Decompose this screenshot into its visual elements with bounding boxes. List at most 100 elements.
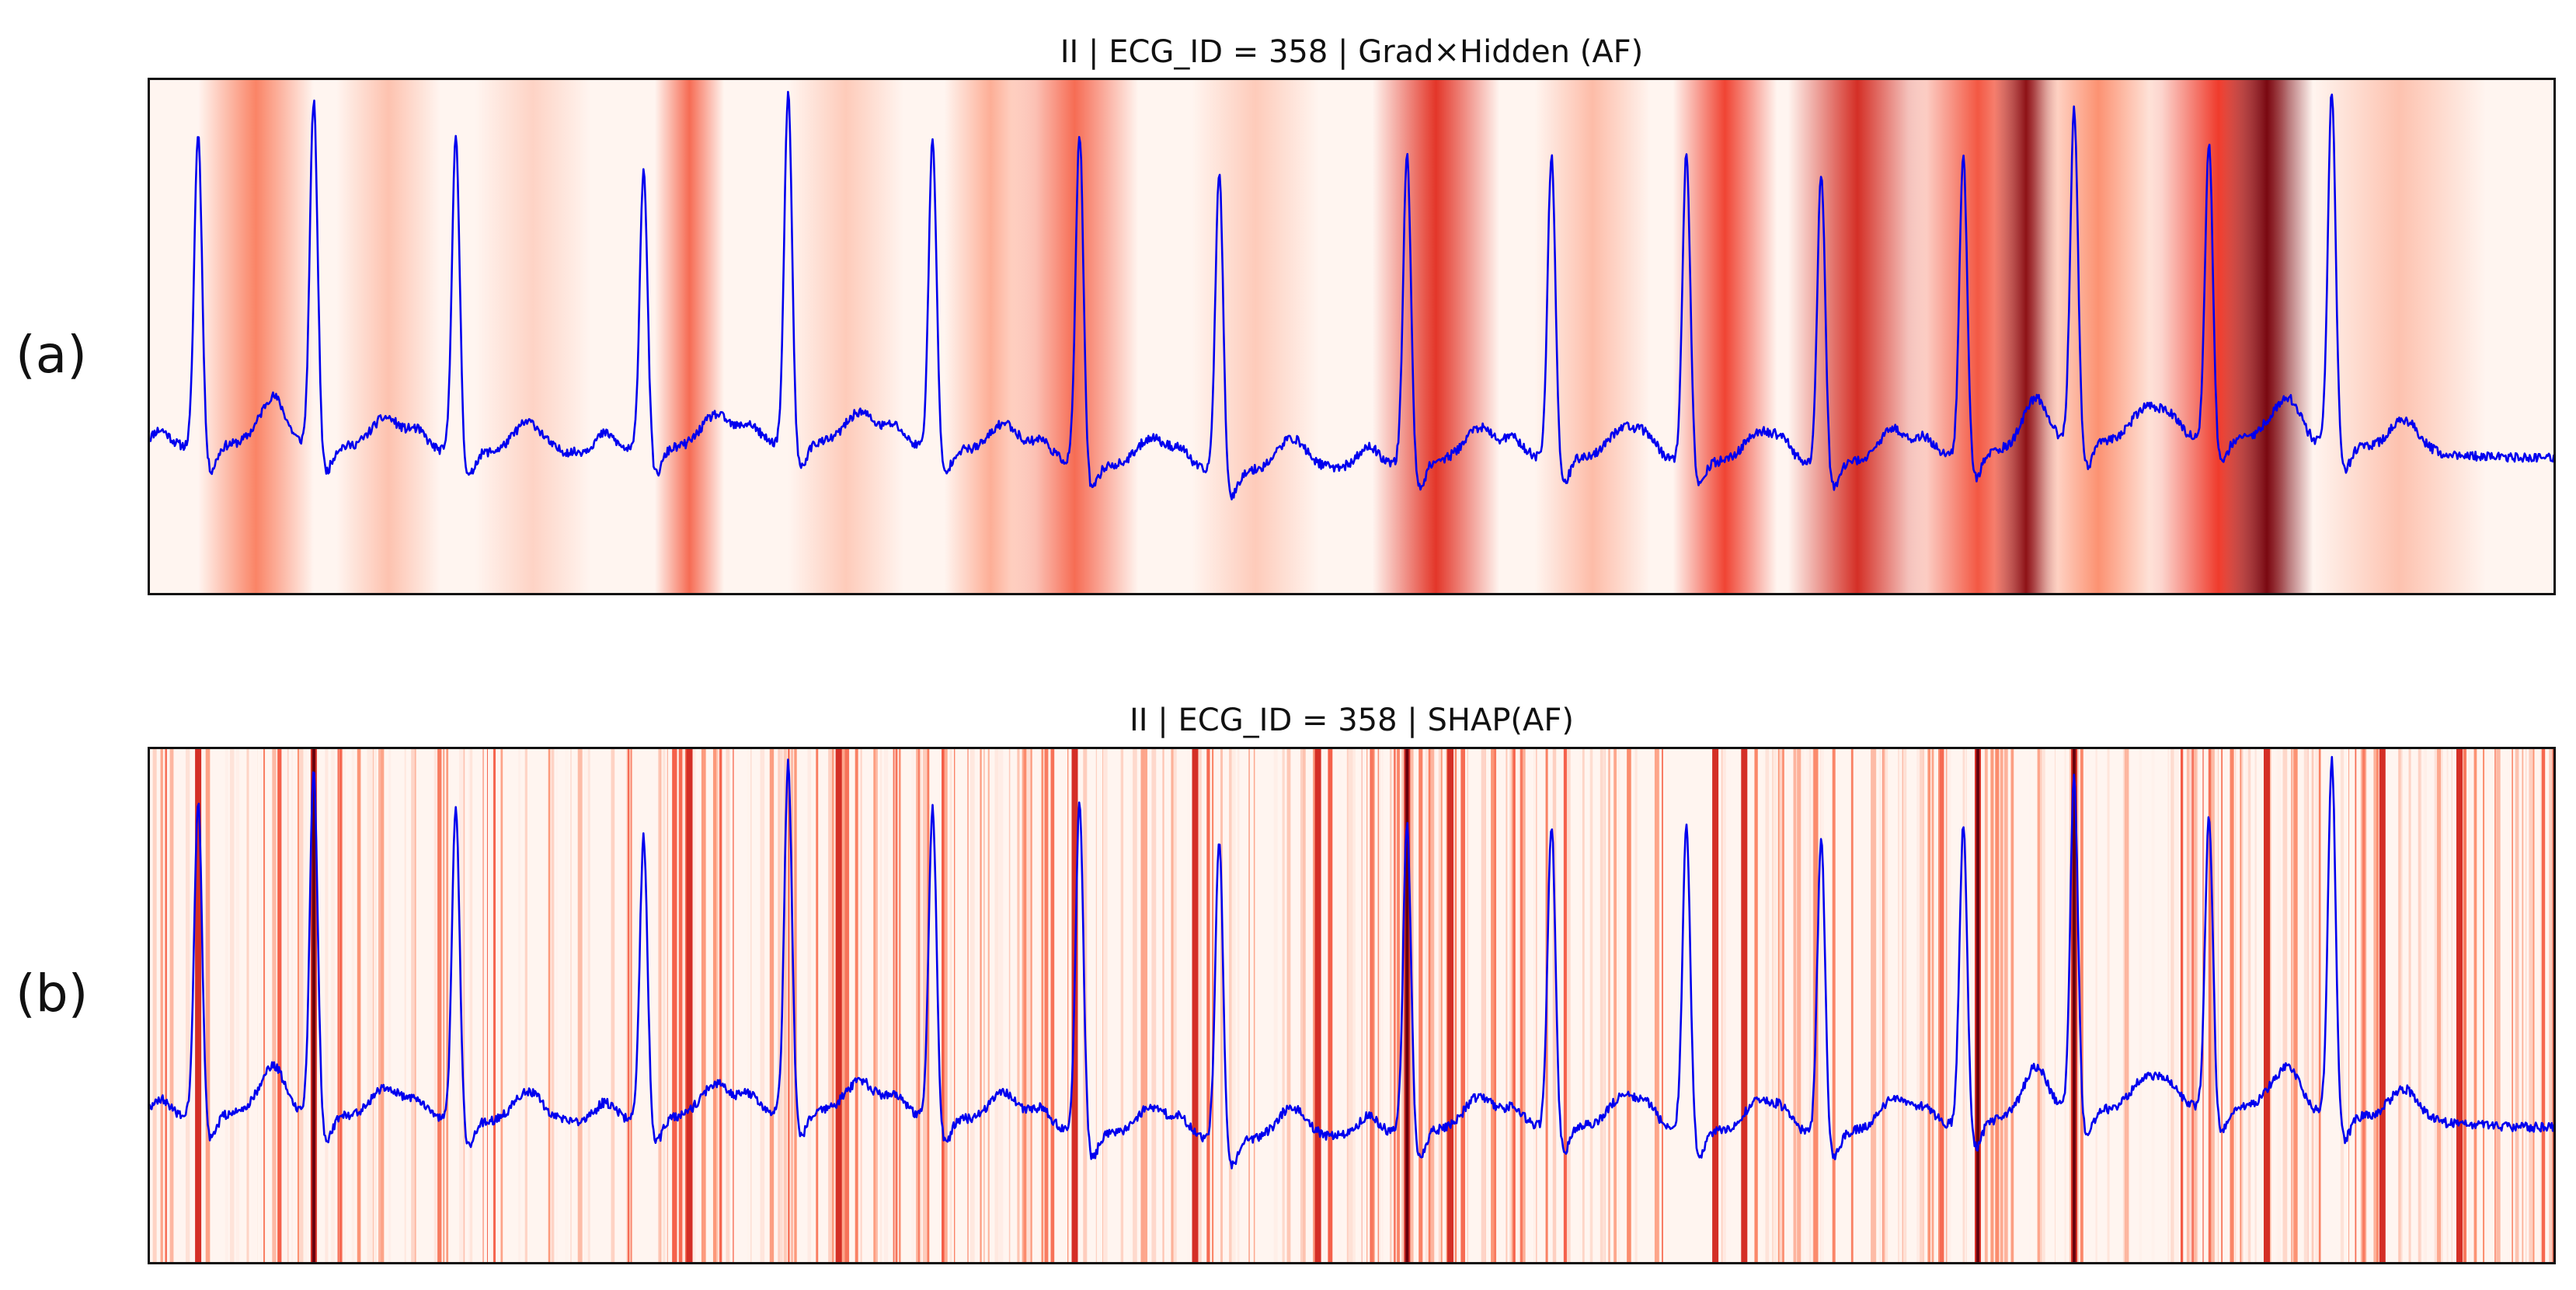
shap-line [1668,747,1670,1264]
shap-strong-line [2456,747,2463,1264]
shap-line [922,747,928,1264]
shap-line [1506,747,1507,1264]
shap-line [1350,747,1356,1264]
shap-line [844,747,849,1264]
shap-line [2210,747,2215,1264]
shap-line [565,747,569,1264]
shap-line [492,747,496,1264]
shap-line [2241,747,2243,1264]
shap-line [1603,747,1606,1264]
shap-line [2240,747,2244,1264]
shap-line [663,747,666,1264]
shap-line [1548,747,1553,1264]
shap-line [611,747,615,1264]
shap-line [2529,747,2533,1264]
shap-line [987,747,990,1264]
shap-line [1300,747,1304,1264]
shap-line [2037,747,2041,1264]
shap-line [1613,747,1617,1264]
shap-line [1589,747,1593,1264]
shap-line [443,747,445,1264]
shap-line [873,747,875,1264]
shap-line [1172,747,1177,1264]
shap-line [672,747,677,1264]
shap-line [1509,747,1512,1264]
shap-darkest-line [1976,747,1979,1264]
shap-line [2418,747,2421,1264]
shap-line [2247,747,2251,1264]
shap-line [570,747,572,1264]
shap-line [1965,747,1966,1264]
shap-line [1781,747,1784,1264]
shap-line [331,747,335,1264]
shap-line [325,747,329,1264]
shap-line [1415,747,1418,1264]
shap-line [1659,747,1662,1264]
shap-line [2180,747,2184,1264]
shap-line [411,747,416,1264]
shap-line [794,747,797,1264]
shap-line [1819,747,1822,1264]
shap-line [701,747,706,1264]
shap-line [1518,747,1522,1264]
plot-frame [148,78,2556,595]
shap-line [1634,747,1638,1264]
shap-line [2483,747,2485,1264]
shap-line [2151,747,2155,1264]
shap-line [2193,747,2198,1264]
shap-line [2295,747,2298,1264]
shap-line [415,747,417,1264]
shap-line [520,747,525,1264]
shap-line [165,747,167,1264]
shap-line [2196,747,2198,1264]
shap-line [654,747,657,1264]
shap-line [291,747,294,1264]
shap-line [2522,747,2524,1264]
shap-line [2392,747,2396,1264]
shap-line [692,747,696,1264]
shap-line [2277,747,2282,1264]
shap-line [828,747,832,1264]
shap-line [2540,747,2542,1264]
shap-line [388,747,392,1264]
shap-line [1947,747,1951,1264]
shap-line [1095,747,1098,1264]
shap-line [2080,747,2083,1264]
shap-line [1519,747,1523,1264]
shap-line [246,747,249,1264]
shap-strong-line [2379,747,2386,1264]
shap-line [2218,747,2222,1264]
shap-line [2198,747,2200,1264]
shap-line [2051,747,2056,1264]
shap-line [2010,747,2014,1264]
shap-line [346,747,351,1264]
shap-line [2426,747,2430,1264]
shap-line [1898,747,1899,1264]
shap-line [2303,747,2308,1264]
shap-line [1920,747,1924,1264]
shap-line [1811,747,1812,1264]
attribution-band [475,78,591,595]
shap-line [667,747,671,1264]
shap-line [796,747,799,1264]
shap-line [2292,747,2294,1264]
shap-line [2483,747,2487,1264]
shap-line [2102,747,2104,1264]
shap-line [1248,747,1250,1264]
shap-line [1773,747,1777,1264]
shap-line [152,747,157,1264]
shap-line [185,747,190,1264]
shap-line [351,747,355,1264]
shap-line [1438,747,1441,1264]
shap-line [2398,747,2401,1264]
shap-line [2003,747,2008,1264]
shap-line [2139,747,2143,1264]
shap-line [2129,747,2132,1264]
shap-line [263,747,266,1264]
shap-line [2174,747,2179,1264]
shap-line [755,747,761,1264]
shap-line [1627,747,1631,1264]
shap-line [339,747,343,1264]
shap-line [1565,747,1568,1264]
shap-line [1023,747,1026,1264]
